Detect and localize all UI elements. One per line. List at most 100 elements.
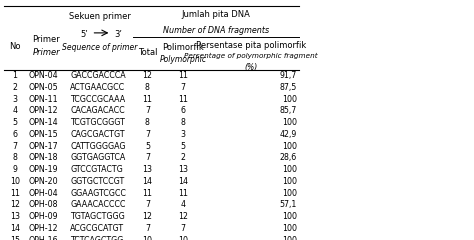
Text: 28,6: 28,6 (280, 153, 297, 162)
Text: Jumlah pita DNA: Jumlah pita DNA (181, 10, 250, 19)
Text: 11: 11 (178, 95, 188, 103)
Text: OPH-12: OPH-12 (28, 224, 58, 233)
Text: ACGCGCATGT: ACGCGCATGT (70, 224, 124, 233)
Text: Primer: Primer (33, 48, 60, 57)
Text: 12: 12 (9, 200, 20, 209)
Text: (%): (%) (245, 63, 258, 72)
Text: 14: 14 (9, 224, 20, 233)
Text: 3: 3 (181, 130, 185, 139)
Text: 7: 7 (145, 153, 150, 162)
Text: 2: 2 (181, 153, 185, 162)
Text: 12: 12 (178, 212, 188, 221)
Text: ACTGAACGCC: ACTGAACGCC (70, 83, 125, 92)
Text: OPN-18: OPN-18 (28, 153, 58, 162)
Text: 5: 5 (12, 118, 17, 127)
Text: 7: 7 (181, 224, 185, 233)
Text: 14: 14 (178, 177, 188, 186)
Text: 5’: 5’ (81, 30, 88, 39)
Text: Number of DNA fragments: Number of DNA fragments (163, 26, 269, 36)
Text: OPN-12: OPN-12 (28, 106, 58, 115)
Text: 9: 9 (12, 165, 17, 174)
Text: 2: 2 (12, 83, 17, 92)
Text: CATTGGGGAG: CATTGGGGAG (70, 142, 126, 150)
Text: 6: 6 (181, 106, 185, 115)
Text: 4: 4 (181, 200, 185, 209)
Text: OPN-14: OPN-14 (28, 118, 58, 127)
Text: No: No (9, 42, 20, 51)
Text: OPN-04: OPN-04 (28, 71, 58, 80)
Text: 3’: 3’ (114, 30, 122, 39)
Text: 15: 15 (9, 236, 20, 240)
Text: 11: 11 (178, 71, 188, 80)
Text: 8: 8 (145, 118, 150, 127)
Text: 13: 13 (9, 212, 20, 221)
Text: OPN-15: OPN-15 (28, 130, 58, 139)
Text: 100: 100 (282, 95, 297, 103)
Text: GACCGACCCA: GACCGACCCA (70, 71, 126, 80)
Text: 10: 10 (142, 236, 153, 240)
Text: OPN-05: OPN-05 (28, 83, 58, 92)
Text: GGAAGTCGCC: GGAAGTCGCC (70, 189, 126, 198)
Text: OPN-17: OPN-17 (28, 142, 58, 150)
Text: 8: 8 (12, 153, 17, 162)
Text: Total: Total (137, 48, 157, 57)
Text: 100: 100 (282, 236, 297, 240)
Text: 11: 11 (142, 189, 153, 198)
Text: GGTGAGGTCA: GGTGAGGTCA (70, 153, 126, 162)
Text: 8: 8 (181, 118, 185, 127)
Text: 100: 100 (282, 177, 297, 186)
Text: GGTGCTCCGT: GGTGCTCCGT (70, 177, 124, 186)
Text: TCTCAGCTGG: TCTCAGCTGG (70, 236, 124, 240)
Text: 11: 11 (9, 189, 20, 198)
Text: 57,1: 57,1 (279, 200, 297, 209)
Text: 42,9: 42,9 (280, 130, 297, 139)
Text: 7: 7 (145, 224, 150, 233)
Text: 11: 11 (178, 189, 188, 198)
Text: 7: 7 (145, 130, 150, 139)
Text: GTCCGTACTG: GTCCGTACTG (70, 165, 123, 174)
Text: OPN-20: OPN-20 (28, 177, 58, 186)
Text: 100: 100 (282, 189, 297, 198)
Text: 5: 5 (145, 142, 150, 150)
Text: 7: 7 (145, 200, 150, 209)
Text: Sekuen primer: Sekuen primer (69, 12, 131, 21)
Text: TCGTGCGGGT: TCGTGCGGGT (70, 118, 125, 127)
Text: Polimorfik: Polimorfik (162, 43, 204, 53)
Text: OPH-16: OPH-16 (28, 236, 58, 240)
Text: 13: 13 (178, 165, 188, 174)
Text: 12: 12 (142, 212, 153, 221)
Text: Polymorphic: Polymorphic (159, 55, 207, 65)
Text: OPH-04: OPH-04 (28, 189, 58, 198)
Text: 1: 1 (12, 71, 17, 80)
Text: Sequence of primer: Sequence of primer (62, 43, 138, 52)
Text: 100: 100 (282, 142, 297, 150)
Text: Primer: Primer (33, 35, 60, 44)
Text: OPN-11: OPN-11 (28, 95, 58, 103)
Text: Persentase pita polimorfik: Persentase pita polimorfik (196, 41, 306, 50)
Text: OPH-08: OPH-08 (28, 200, 58, 209)
Text: 100: 100 (282, 224, 297, 233)
Text: CAGCGACTGT: CAGCGACTGT (70, 130, 125, 139)
Text: 3: 3 (12, 95, 17, 103)
Text: 87,5: 87,5 (280, 83, 297, 92)
Text: 10: 10 (9, 177, 20, 186)
Text: 14: 14 (142, 177, 153, 186)
Text: TCGCCGCAAA: TCGCCGCAAA (70, 95, 125, 103)
Text: 7: 7 (181, 83, 185, 92)
Text: 85,7: 85,7 (280, 106, 297, 115)
Text: 100: 100 (282, 212, 297, 221)
Text: CACAGACACC: CACAGACACC (70, 106, 125, 115)
Text: 8: 8 (145, 83, 150, 92)
Text: 12: 12 (142, 71, 153, 80)
Text: 7: 7 (145, 106, 150, 115)
Text: 10: 10 (178, 236, 188, 240)
Text: OPH-09: OPH-09 (28, 212, 58, 221)
Text: 6: 6 (12, 130, 17, 139)
Text: TGTAGCTGGG: TGTAGCTGGG (70, 212, 125, 221)
Text: 11: 11 (142, 95, 153, 103)
Text: 100: 100 (282, 165, 297, 174)
Text: 7: 7 (12, 142, 17, 150)
Text: 4: 4 (12, 106, 17, 115)
Text: 91,7: 91,7 (280, 71, 297, 80)
Text: 13: 13 (142, 165, 153, 174)
